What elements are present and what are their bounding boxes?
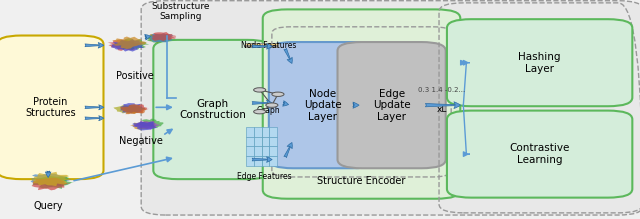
Text: Graph
Construction: Graph Construction xyxy=(179,99,246,120)
Bar xyxy=(270,43,278,45)
Text: Structure Encoder: Structure Encoder xyxy=(317,176,406,186)
Circle shape xyxy=(266,103,278,107)
Polygon shape xyxy=(31,172,70,186)
Bar xyxy=(245,46,253,48)
Text: Negative: Negative xyxy=(119,136,163,146)
Circle shape xyxy=(272,92,284,96)
Bar xyxy=(245,46,278,48)
Polygon shape xyxy=(138,118,164,128)
Text: Graph: Graph xyxy=(257,106,281,115)
Text: Edge
Update
Layer: Edge Update Layer xyxy=(373,88,410,122)
Bar xyxy=(262,43,270,45)
Bar xyxy=(245,45,278,46)
Text: Edge Features: Edge Features xyxy=(237,171,292,180)
Bar xyxy=(269,156,277,166)
Polygon shape xyxy=(31,178,71,190)
Text: Contrastive
Learning: Contrastive Learning xyxy=(509,143,570,165)
Bar xyxy=(270,46,278,48)
Text: Protein
Structures: Protein Structures xyxy=(25,97,76,118)
Bar xyxy=(253,46,262,48)
Text: Node Features: Node Features xyxy=(241,41,296,50)
Bar xyxy=(245,45,253,46)
Bar xyxy=(253,127,262,137)
Bar xyxy=(246,156,253,166)
FancyBboxPatch shape xyxy=(263,9,460,199)
Polygon shape xyxy=(120,104,149,114)
Polygon shape xyxy=(134,121,160,130)
Polygon shape xyxy=(130,121,156,129)
Circle shape xyxy=(253,110,266,114)
Text: xL: xL xyxy=(437,105,447,114)
Bar xyxy=(253,137,262,147)
Bar xyxy=(262,45,270,46)
Polygon shape xyxy=(113,37,147,49)
Bar xyxy=(262,147,269,156)
Bar xyxy=(269,127,277,137)
Bar xyxy=(253,45,262,46)
FancyBboxPatch shape xyxy=(0,35,104,179)
Bar xyxy=(270,45,278,46)
Polygon shape xyxy=(152,32,176,41)
Bar xyxy=(246,147,253,156)
FancyBboxPatch shape xyxy=(447,19,632,106)
Circle shape xyxy=(253,88,266,92)
Polygon shape xyxy=(114,38,149,50)
Bar xyxy=(262,156,269,166)
FancyBboxPatch shape xyxy=(447,111,632,198)
Bar xyxy=(246,127,253,137)
Text: Query: Query xyxy=(33,201,63,211)
FancyBboxPatch shape xyxy=(141,1,640,215)
Text: 0.3 1.4 -0.2...: 0.3 1.4 -0.2... xyxy=(419,87,466,93)
Bar xyxy=(245,43,253,45)
Bar xyxy=(253,43,262,45)
Polygon shape xyxy=(132,122,157,130)
Bar xyxy=(245,43,278,45)
Text: Substructure
Sampling: Substructure Sampling xyxy=(152,2,210,21)
Polygon shape xyxy=(111,39,144,51)
Text: Node
Update
Layer: Node Update Layer xyxy=(304,88,342,122)
Bar xyxy=(253,147,262,156)
Bar xyxy=(253,156,262,166)
Polygon shape xyxy=(150,33,174,42)
Bar xyxy=(269,137,277,147)
Polygon shape xyxy=(108,40,141,51)
Bar xyxy=(262,46,270,48)
Polygon shape xyxy=(33,176,74,189)
Polygon shape xyxy=(31,174,72,187)
Polygon shape xyxy=(144,34,172,42)
Polygon shape xyxy=(120,103,145,113)
FancyBboxPatch shape xyxy=(337,42,445,168)
Bar xyxy=(246,137,253,147)
Bar xyxy=(262,127,269,137)
FancyBboxPatch shape xyxy=(269,42,377,168)
Polygon shape xyxy=(120,104,147,114)
Polygon shape xyxy=(146,34,173,43)
Polygon shape xyxy=(113,105,142,114)
Text: Hashing
Layer: Hashing Layer xyxy=(518,52,561,74)
Text: Positive: Positive xyxy=(116,71,154,81)
FancyBboxPatch shape xyxy=(154,40,272,179)
Bar xyxy=(262,137,269,147)
Bar xyxy=(269,147,277,156)
